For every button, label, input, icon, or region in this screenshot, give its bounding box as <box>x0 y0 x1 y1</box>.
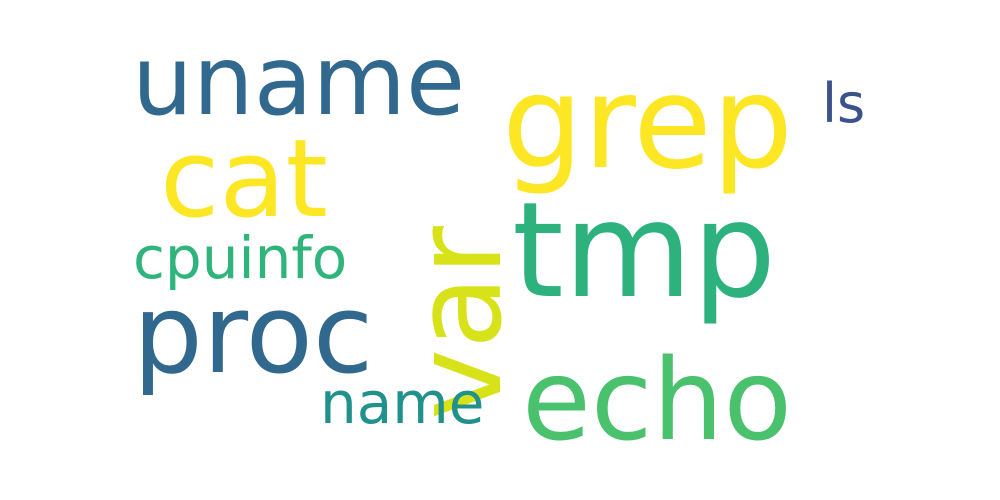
word-grep: grep <box>502 49 794 198</box>
word-tmp: tmp <box>512 174 777 328</box>
word-cat: cat <box>160 117 328 242</box>
word-uname: uname <box>132 25 466 137</box>
word-name: name <box>320 369 485 437</box>
word-cpuinfo: cpuinfo <box>133 224 348 292</box>
word-ls: ls <box>822 72 866 135</box>
word-proc: proc <box>133 270 374 398</box>
word-echo: echo <box>522 336 792 466</box>
